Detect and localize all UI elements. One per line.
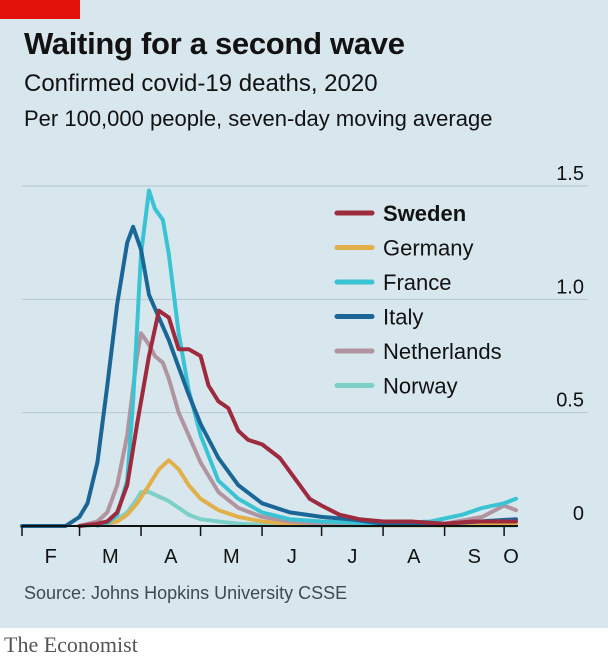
y-axis-labels: 0 0.5 1.0 1.5 xyxy=(556,163,584,525)
source-note: Source: Johns Hopkins University CSSE xyxy=(24,583,348,603)
x-tick-label: S xyxy=(468,546,481,568)
chart-subtitle: Confirmed covid-19 deaths, 2020 xyxy=(24,70,378,97)
y-tick-label: 1.5 xyxy=(556,163,584,185)
legend-label-netherlands: Netherlands xyxy=(383,339,502,364)
chart-unit-note: Per 100,000 people, seven-day moving ave… xyxy=(24,106,493,131)
y-tick-label: 0 xyxy=(573,503,584,525)
legend-label-france: France xyxy=(383,270,451,295)
y-tick-label: 0.5 xyxy=(556,390,584,412)
x-tick-label: F xyxy=(45,546,57,568)
x-tick-label: J xyxy=(347,546,357,568)
x-tick-label: M xyxy=(223,546,240,568)
x-tick-label: A xyxy=(164,546,178,568)
brand-red-tag xyxy=(0,0,80,19)
y-tick-label: 1.0 xyxy=(556,276,584,298)
x-tick-label: J xyxy=(287,546,297,568)
x-tick-label: O xyxy=(503,546,519,568)
series-line-sweden xyxy=(77,308,518,528)
legend: Sweden Germany France Italy Netherlands Norwa… xyxy=(334,201,502,399)
legend-label-norway: Norway xyxy=(383,374,458,399)
legend-label-sweden: Sweden xyxy=(383,201,466,226)
economist-wordmark: The Economist xyxy=(4,632,138,657)
legend-label-germany: Germany xyxy=(383,236,473,261)
x-tick-label: M xyxy=(102,546,119,568)
legend-label-italy: Italy xyxy=(383,305,423,330)
series-line-italy xyxy=(20,224,518,528)
chart-title: Waiting for a second wave xyxy=(24,26,405,61)
x-tick-label: A xyxy=(407,546,421,568)
